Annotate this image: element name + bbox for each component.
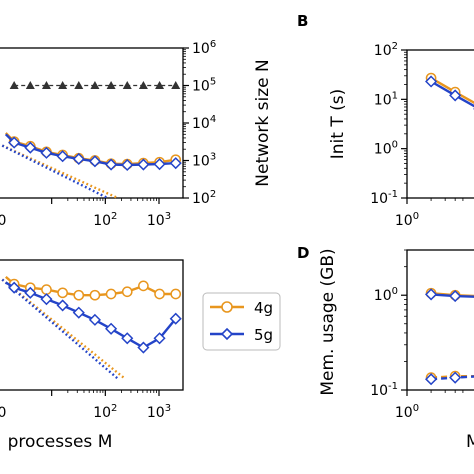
- legend-label-4g: 4g: [254, 299, 273, 317]
- x-tick-label-cut: 0: [0, 213, 6, 229]
- ideal-scaling-line: [1, 278, 119, 380]
- marker-4g: [170, 288, 182, 300]
- x-tick-label: 103: [147, 403, 171, 421]
- marker-4g: [121, 286, 133, 298]
- marker-5g: [40, 293, 53, 306]
- x-axis-label-m: M: [466, 432, 474, 452]
- y2-tick-label: 106: [192, 39, 216, 57]
- marker-5g: [137, 341, 150, 354]
- marker-5g: [153, 158, 166, 171]
- panel-c: 102 103 0 processes M 4g 5g: [0, 259, 281, 452]
- ideal-scaling-line: [1, 144, 109, 200]
- legend-label-5g: 5g: [254, 326, 273, 344]
- y-tick-label: 100: [374, 286, 398, 304]
- y2-tick-label: 105: [192, 77, 216, 95]
- marker-4g: [89, 289, 101, 301]
- network-size-marker: [122, 81, 132, 89]
- marker-5g: [425, 75, 438, 88]
- legend-marker-5g: [220, 327, 234, 341]
- x-tick-label: 102: [93, 211, 117, 229]
- panel-label-b: B: [297, 12, 308, 30]
- network-size-marker: [41, 81, 51, 89]
- marker-5g: [105, 322, 118, 335]
- marker-5g: [153, 332, 166, 345]
- marker-5g: [56, 150, 69, 163]
- legend: 4g 5g: [202, 292, 281, 351]
- marker-5g: [88, 155, 101, 168]
- network-size-marker: [9, 81, 19, 89]
- x-tick-label: 102: [93, 403, 117, 421]
- marker-5g: [449, 371, 462, 384]
- network-size-marker: [155, 81, 165, 89]
- series-line-5g-low: [431, 375, 474, 381]
- network-size-marker: [58, 81, 68, 89]
- y-axis-label-init: Init T (s): [328, 89, 348, 160]
- marker-5g: [449, 289, 462, 303]
- marker-5g: [8, 281, 21, 294]
- marker-5g: [72, 152, 85, 166]
- marker-5g: [169, 157, 182, 170]
- y-tick-label: 100: [374, 140, 398, 158]
- panel-d-frame: [406, 249, 474, 391]
- marker-5g: [24, 286, 37, 299]
- y-tick-label: 102: [374, 41, 398, 59]
- marker-4g: [105, 288, 117, 300]
- network-size-marker: [90, 81, 100, 89]
- marker-5g: [40, 146, 53, 159]
- series-line-4g: [430, 77, 474, 104]
- y-tick-label: 10-1: [370, 381, 398, 399]
- marker-4g: [73, 289, 85, 301]
- series-line-4g-low: [431, 375, 474, 379]
- marker-5g: [56, 299, 69, 312]
- marker-5g: [137, 158, 150, 171]
- marker-5g: [8, 136, 21, 149]
- x-tick-label: 100: [395, 211, 419, 229]
- x-tick-label-cut: 0: [0, 405, 6, 421]
- x-tick-label: 103: [147, 211, 171, 229]
- x-tick-label: 100: [395, 403, 419, 421]
- marker-4g: [154, 288, 165, 300]
- y2-tick-label: 103: [192, 152, 216, 170]
- y-tick-label: 101: [374, 90, 398, 108]
- series-line-5g: [431, 293, 474, 298]
- network-size-marker: [138, 81, 148, 89]
- marker-5g: [72, 306, 85, 319]
- network-size-marker: [106, 81, 116, 89]
- marker-5g: [105, 158, 118, 171]
- panel-b-frame: [406, 49, 474, 199]
- ideal-scaling-line: [1, 144, 119, 200]
- panel-label-d: D: [297, 244, 309, 262]
- y2-tick-label: 104: [192, 114, 216, 132]
- series-line-5g: [430, 80, 474, 108]
- network-size-marker: [171, 81, 181, 89]
- marker-5g: [425, 288, 438, 301]
- network-size-marker: [74, 81, 84, 89]
- y-tick-label: 10-1: [370, 189, 398, 207]
- x-axis-label: processes M: [8, 432, 113, 452]
- marker-5g: [121, 158, 134, 172]
- panel-d: D 10-1 100 100 Mem. usage (GB) M: [297, 244, 474, 452]
- marker-5g: [24, 141, 37, 154]
- panel-a-frame: [0, 47, 184, 199]
- marker-4g: [41, 284, 52, 295]
- y-axis-label-mem: Mem. usage (GB): [318, 248, 338, 395]
- marker-4g: [138, 280, 149, 292]
- marker-5g: [425, 373, 438, 386]
- y2-tick-label: 102: [192, 189, 216, 207]
- network-size-marker: [25, 81, 35, 89]
- panel-a: 102 103 104 105 106 102 103 0 Network size N: [0, 39, 273, 229]
- marker-5g: [88, 313, 101, 326]
- marker-5g: [121, 332, 134, 345]
- marker-5g: [169, 312, 182, 325]
- y2-axis-label: Network size N: [253, 59, 273, 186]
- marker-4g: [57, 287, 68, 299]
- marker-5g: [449, 89, 462, 102]
- panel-b: B 10-1 100 101 102 100 Init T (s): [297, 12, 474, 229]
- panel-c-frame: [0, 259, 184, 391]
- legend-marker-4g: [221, 301, 233, 313]
